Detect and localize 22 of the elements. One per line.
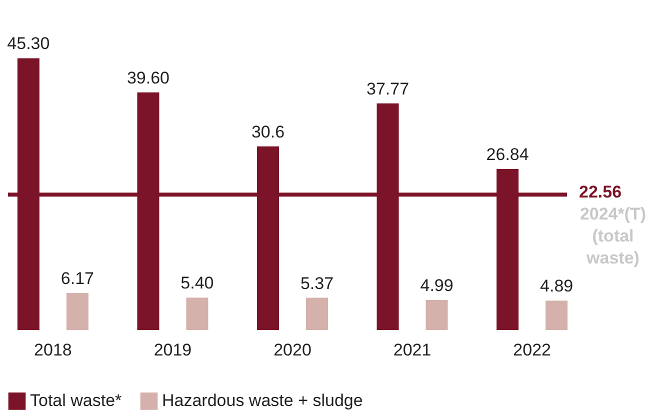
legend-label: Total waste* xyxy=(30,391,122,410)
data-label: 39.60 xyxy=(126,68,170,88)
x-tick-label: 2020 xyxy=(274,340,312,360)
x-tick-label: 2018 xyxy=(34,340,72,360)
x-tick-label: 2022 xyxy=(513,340,551,360)
bar xyxy=(66,292,88,330)
data-label: 5.37 xyxy=(300,274,334,293)
x-tick-label: 2019 xyxy=(154,340,192,360)
data-label: 30.6 xyxy=(251,122,285,142)
bar xyxy=(186,298,208,330)
bar xyxy=(306,298,328,330)
legend-label: Hazardous waste + sludge xyxy=(162,391,363,410)
bar xyxy=(426,300,448,330)
data-label: 37.77 xyxy=(366,79,410,98)
data-label: 4.99 xyxy=(420,276,454,296)
data-label: 4.89 xyxy=(540,276,574,296)
bar xyxy=(546,300,568,330)
data-label: 45.30 xyxy=(7,34,50,54)
data-label: 6.17 xyxy=(60,268,94,288)
data-label: 26.84 xyxy=(486,144,529,164)
data-label: 5.40 xyxy=(180,274,214,293)
x-tick-label: 2021 xyxy=(393,340,432,360)
